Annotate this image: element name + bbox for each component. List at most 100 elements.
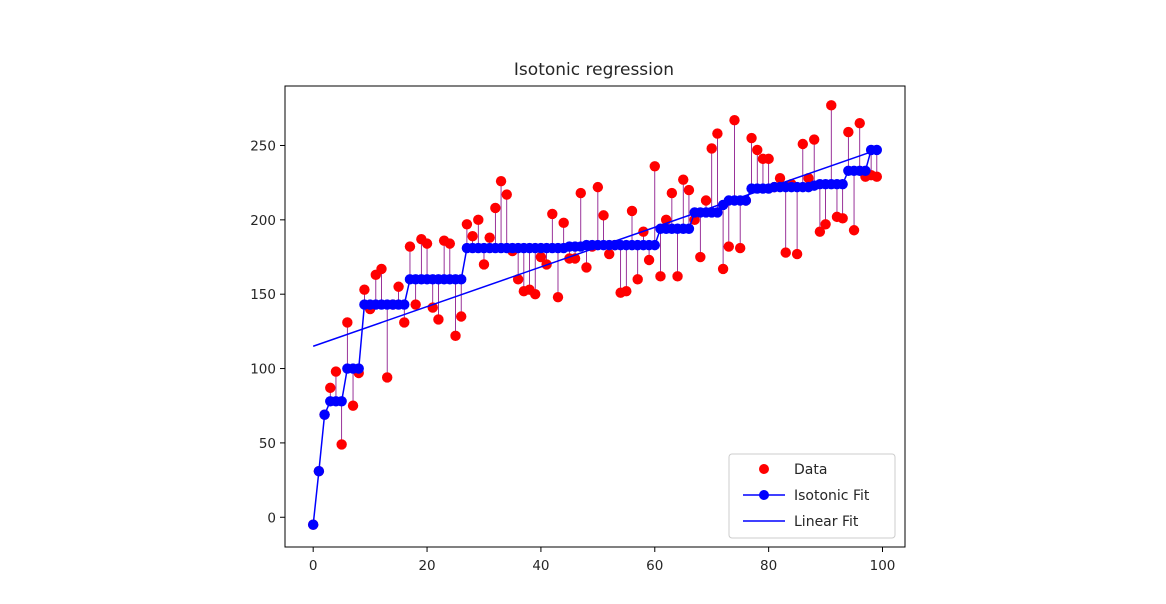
data-point [729, 115, 740, 126]
isotonic-fit-point [649, 239, 660, 251]
data-point [393, 281, 404, 292]
y-tick-label: 250 [250, 138, 276, 154]
data-point [672, 271, 683, 282]
data-point [734, 242, 746, 254]
data-point [848, 225, 860, 236]
data-point [558, 217, 569, 229]
isotonic-fit-point [353, 363, 364, 374]
data-point [843, 126, 854, 138]
data-point [746, 132, 757, 144]
data-point [598, 210, 609, 221]
legend-isotonic-marker-icon [759, 490, 769, 500]
linear-fit-line [312, 149, 878, 347]
data-point [695, 251, 706, 263]
isotonic-fit-point [712, 207, 723, 218]
data-point [347, 400, 359, 411]
data-point [501, 189, 512, 200]
data-point [330, 366, 342, 377]
data-point [826, 100, 837, 111]
data-point [774, 173, 786, 184]
data-point [376, 263, 387, 275]
legend-label-isotonic-fit: Isotonic Fit [794, 488, 870, 504]
data-point [547, 208, 558, 220]
data-point [535, 251, 547, 263]
data-point [381, 372, 393, 383]
data-point [871, 171, 883, 182]
data-point [814, 226, 826, 237]
y-tick-label: 0 [267, 510, 276, 526]
data-point [575, 187, 586, 199]
data-point [433, 314, 444, 325]
legend-label-linear-fit: Linear Fit [794, 514, 859, 530]
data-point [626, 205, 638, 217]
isotonic-fit-point [307, 519, 319, 530]
axes-frame [284, 85, 906, 548]
x-tick-label: 20 [418, 558, 435, 574]
data-point [450, 330, 461, 342]
y-tick-label: 200 [250, 213, 276, 229]
isotonic-fit-point [683, 223, 695, 234]
data-point [752, 144, 763, 156]
x-tick-label: 0 [309, 558, 318, 574]
plot-area [307, 100, 883, 530]
data-point [689, 214, 700, 226]
data-point [473, 214, 484, 226]
isotonic-fit-point [313, 465, 325, 477]
data-point [456, 311, 467, 322]
y-tick-label: 100 [250, 362, 276, 378]
data-point [854, 117, 865, 129]
data-point [552, 291, 564, 303]
data-point [399, 317, 410, 328]
data-point [837, 213, 848, 224]
data-point [717, 263, 729, 275]
isotonic-fit-point [399, 299, 410, 310]
data-point [780, 247, 791, 258]
legend-label-data: Data [794, 462, 827, 478]
data-point [683, 184, 695, 196]
legend-data-marker-icon [759, 464, 769, 474]
data-point [723, 241, 734, 252]
data-point [632, 274, 643, 285]
data-point [604, 248, 615, 260]
data-point [820, 219, 831, 230]
data-point [342, 317, 353, 328]
data-point [490, 202, 501, 214]
isotonic-fit-point [319, 409, 330, 420]
y-tick-label: 50 [259, 436, 276, 452]
data-point [336, 439, 347, 450]
data-point [712, 128, 723, 139]
y-tick-label: 150 [250, 287, 276, 303]
data-point [706, 143, 717, 154]
data-point [404, 241, 416, 252]
data-point [359, 284, 370, 295]
data-point [666, 187, 678, 199]
data-point [808, 134, 820, 145]
data-point [643, 254, 655, 266]
isotonic-fit-point [336, 396, 347, 407]
data-point [581, 262, 592, 273]
chart-title: Isotonic regression [514, 60, 674, 80]
data-point [649, 161, 660, 172]
data-point [478, 259, 490, 270]
data-point [803, 173, 814, 184]
data-point [467, 230, 478, 242]
x-tick-label: 80 [760, 558, 777, 574]
x-tick-label: 40 [532, 558, 549, 574]
data-point [655, 271, 666, 282]
x-tick-label: 60 [646, 558, 663, 574]
data-point [592, 181, 604, 193]
data-point [410, 299, 421, 310]
data-point [621, 286, 632, 297]
data-point [700, 195, 712, 206]
data-point [495, 175, 507, 187]
data-point [791, 248, 803, 260]
data-point [512, 274, 524, 285]
data-point [530, 288, 541, 300]
isotonic-fit-point [740, 195, 752, 206]
isotonic-fit-point [860, 165, 871, 176]
data-point [797, 138, 809, 150]
data-point [763, 153, 774, 165]
axis-ticks: 0 20 40 60 80 100 0 50 100 150 200 250 [250, 138, 895, 574]
